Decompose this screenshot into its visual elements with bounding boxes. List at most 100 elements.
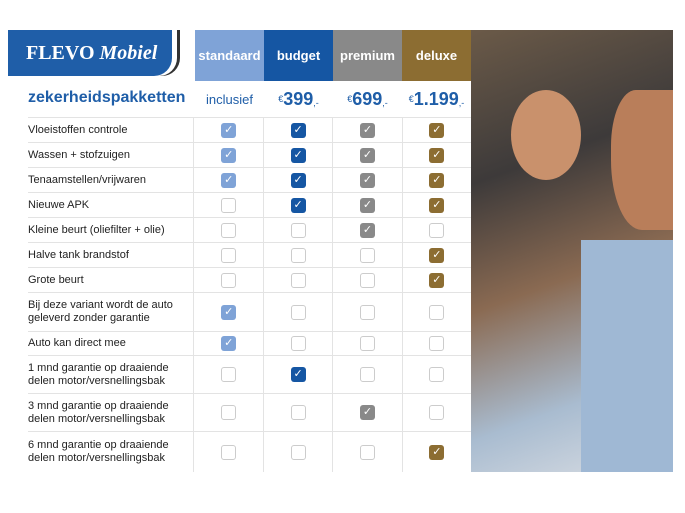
empty-box-icon: [429, 336, 445, 351]
table-row: Nieuwe APK ✓ ✓ ✓: [28, 192, 471, 217]
cell-deluxe: ✓: [401, 118, 471, 142]
empty-box-icon: [429, 222, 445, 238]
cell-standaard: ✓: [193, 168, 262, 192]
cell-budget: [262, 293, 332, 331]
column-header-premium: premium: [333, 30, 402, 81]
cell-budget: [262, 332, 332, 355]
price-suffix: ,-: [458, 98, 465, 108]
table-row: Halve tank brandstof ✓: [28, 242, 471, 267]
cell-deluxe: [401, 356, 471, 393]
cell-standaard: [193, 356, 262, 393]
cell-deluxe: ✓: [401, 432, 471, 472]
cell-premium: [332, 268, 401, 292]
price-suffix: ,-: [313, 98, 319, 108]
empty-box-icon: [359, 336, 375, 351]
empty-box-icon: [221, 247, 237, 263]
price-deluxe: €1.199 ,-: [402, 81, 471, 117]
empty-box-icon: [290, 222, 306, 238]
cell-deluxe: [401, 332, 471, 355]
checked-box-icon: ✓: [359, 147, 375, 163]
empty-box-icon: [221, 272, 237, 288]
cell-deluxe: ✓: [401, 243, 471, 267]
table-row: Vloeistoffen controle ✓ ✓ ✓ ✓: [28, 117, 471, 142]
checked-box-icon: ✓: [359, 122, 375, 138]
cell-budget: [262, 218, 332, 242]
empty-box-icon: [359, 272, 375, 288]
table-row: Auto kan direct mee ✓: [28, 331, 471, 355]
checked-box-icon: ✓: [359, 172, 375, 188]
empty-box-icon: [359, 304, 375, 320]
table-row: Kleine beurt (oliefilter + olie) ✓: [28, 217, 471, 242]
price-premium: €699 ,-: [333, 81, 402, 117]
cell-standaard: ✓: [193, 332, 262, 355]
empty-box-icon: [290, 444, 306, 460]
cell-standaard: ✓: [193, 143, 262, 167]
cell-budget: ✓: [262, 118, 332, 142]
row-label: 1 mnd garantie op draaiende delen motor/…: [28, 361, 169, 387]
row-label: Wassen + stofzuigen: [28, 148, 131, 161]
price-value: 399: [283, 88, 314, 109]
checked-box-icon: ✓: [429, 197, 445, 213]
cell-deluxe: [401, 293, 471, 331]
cell-premium: ✓: [332, 218, 401, 242]
cell-premium: [332, 243, 401, 267]
checked-box-icon: ✓: [290, 147, 306, 163]
checked-box-icon: ✓: [290, 367, 306, 382]
page-title: zekerheidspakketten: [28, 89, 186, 106]
row-label: 6 mnd garantie op draaiende delen motor/…: [28, 439, 169, 464]
cell-standaard: [193, 218, 262, 242]
cell-premium: ✓: [332, 143, 401, 167]
currency: €: [408, 94, 414, 104]
row-label: 3 mnd garantie op draaiende delen motor/…: [28, 399, 169, 425]
row-label: Halve tank brandstof: [28, 248, 129, 261]
cell-budget: ✓: [262, 356, 332, 393]
table-row: Grote beurt ✓: [28, 267, 471, 292]
price-value: 1.199: [413, 88, 459, 109]
empty-box-icon: [359, 367, 375, 382]
checked-box-icon: ✓: [359, 405, 375, 420]
cell-premium: ✓: [332, 168, 401, 192]
price-value: inclusief: [206, 91, 253, 107]
column-header-budget: budget: [264, 30, 333, 81]
row-label: Nieuwe APK: [28, 198, 90, 211]
row-label: Grote beurt: [28, 273, 84, 286]
row-label: Auto kan direct mee: [28, 337, 126, 349]
cell-deluxe: [401, 394, 471, 431]
empty-box-icon: [429, 405, 445, 420]
cell-premium: ✓: [332, 394, 401, 431]
cell-budget: ✓: [262, 143, 332, 167]
checked-box-icon: ✓: [359, 222, 375, 238]
flevo-mobiel-logo: FLEVO Mobiel: [8, 30, 172, 76]
comparison-table: Vloeistoffen controle ✓ ✓ ✓ ✓ Wassen + stofzu…: [28, 117, 471, 472]
checked-box-icon: ✓: [221, 336, 237, 351]
cell-standaard: [193, 394, 262, 431]
cell-budget: ✓: [262, 193, 332, 217]
cell-premium: ✓: [332, 193, 401, 217]
empty-box-icon: [290, 405, 306, 420]
empty-box-icon: [290, 247, 306, 263]
cell-premium: [332, 432, 401, 472]
empty-box-icon: [290, 336, 306, 351]
cell-premium: ✓: [332, 118, 401, 142]
table-row: Bij deze variant wordt de auto geleverd …: [28, 292, 471, 331]
checked-box-icon: ✓: [290, 197, 306, 213]
cell-premium: [332, 356, 401, 393]
empty-box-icon: [221, 222, 237, 238]
checked-box-icon: ✓: [429, 147, 445, 163]
empty-box-icon: [429, 304, 445, 320]
price-suffix: ,-: [382, 98, 388, 108]
cell-deluxe: ✓: [401, 193, 471, 217]
cell-standaard: ✓: [193, 293, 262, 331]
empty-box-icon: [290, 272, 306, 288]
checked-box-icon: ✓: [429, 272, 445, 288]
cell-standaard: [193, 268, 262, 292]
cell-deluxe: ✓: [401, 168, 471, 192]
checked-box-icon: ✓: [221, 122, 237, 138]
price-value: 699: [352, 88, 383, 109]
logo-sub: Mobiel: [99, 42, 158, 64]
checked-box-icon: ✓: [429, 122, 445, 138]
cell-premium: [332, 332, 401, 355]
empty-box-icon: [221, 405, 237, 420]
couple-in-car-photo: [471, 30, 673, 472]
currency: €: [278, 94, 284, 104]
